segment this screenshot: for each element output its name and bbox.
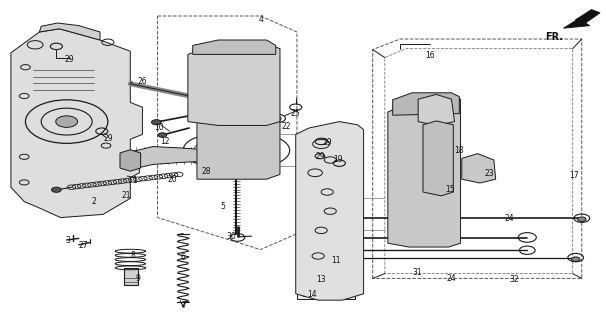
Text: 30: 30 [227, 232, 236, 241]
Circle shape [152, 120, 161, 125]
Polygon shape [423, 121, 453, 196]
Text: 24: 24 [504, 214, 514, 223]
Polygon shape [188, 44, 280, 125]
Text: 3: 3 [65, 236, 70, 245]
Text: 29: 29 [322, 138, 332, 147]
Bar [303, 291, 315, 296]
Polygon shape [393, 93, 459, 115]
Circle shape [571, 257, 580, 261]
Polygon shape [120, 150, 141, 171]
Text: 29: 29 [65, 55, 75, 64]
Polygon shape [388, 96, 461, 247]
Polygon shape [564, 10, 600, 28]
Text: 16: 16 [425, 52, 435, 60]
Text: 24: 24 [447, 274, 456, 283]
Text: 1: 1 [132, 176, 137, 185]
Text: 13: 13 [316, 275, 326, 284]
Text: 15: 15 [445, 185, 454, 194]
Polygon shape [418, 94, 454, 125]
Text: 11: 11 [331, 256, 341, 265]
Text: 23: 23 [485, 169, 494, 178]
Circle shape [56, 116, 78, 127]
Text: 25: 25 [291, 109, 301, 118]
Text: 21: 21 [121, 191, 131, 200]
Text: 26: 26 [138, 77, 147, 86]
Polygon shape [130, 147, 224, 170]
Polygon shape [197, 115, 280, 179]
Text: 6: 6 [181, 253, 185, 262]
Polygon shape [296, 122, 364, 300]
Text: 28: 28 [201, 167, 211, 176]
Text: 17: 17 [570, 172, 579, 180]
Text: 29: 29 [103, 134, 113, 143]
Text: 12: 12 [160, 137, 170, 146]
Text: 9: 9 [136, 274, 141, 283]
Circle shape [52, 187, 61, 192]
Bar [297, 273, 355, 299]
Text: 5: 5 [221, 202, 225, 211]
Polygon shape [11, 29, 142, 218]
Text: FR.: FR. [545, 32, 564, 42]
Text: 22: 22 [281, 122, 291, 131]
Polygon shape [39, 23, 100, 40]
Text: 10: 10 [154, 124, 164, 132]
Text: 20: 20 [168, 175, 178, 184]
Text: 18: 18 [454, 146, 464, 155]
Text: 8: 8 [131, 252, 136, 260]
Circle shape [158, 133, 167, 137]
Text: 4: 4 [258, 15, 263, 24]
Polygon shape [193, 40, 276, 54]
Text: 32: 32 [509, 275, 519, 284]
Text: 2: 2 [92, 197, 96, 206]
Text: 31: 31 [412, 268, 422, 277]
Polygon shape [462, 154, 496, 183]
Text: 29: 29 [315, 152, 325, 161]
Text: 7: 7 [181, 301, 186, 310]
Text: 27: 27 [79, 241, 88, 250]
Circle shape [578, 217, 586, 221]
Bar [124, 268, 138, 285]
Text: 19: 19 [333, 156, 343, 164]
Text: 14: 14 [307, 290, 317, 299]
